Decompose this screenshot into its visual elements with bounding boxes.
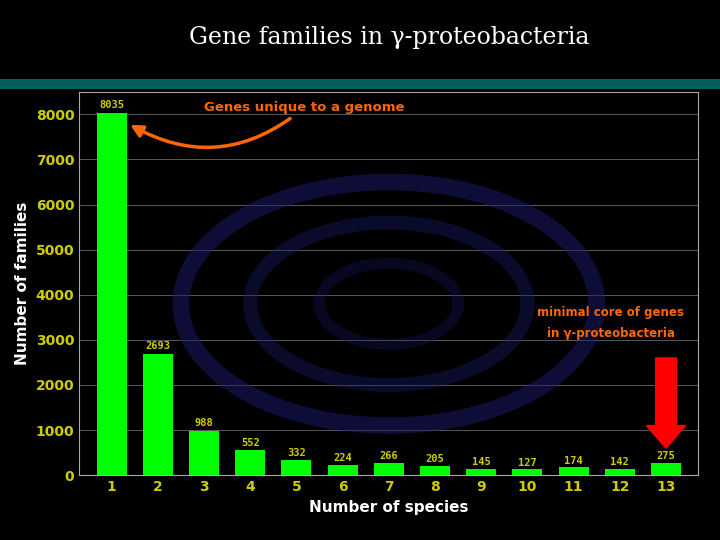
Bar: [513, 469, 542, 475]
Bar: [328, 465, 358, 475]
Text: Genes unique to a genome: Genes unique to a genome: [133, 101, 405, 147]
Text: in γ-proteobacteria: in γ-proteobacteria: [546, 327, 675, 340]
Text: 8035: 8035: [99, 100, 124, 110]
Text: 275: 275: [657, 451, 675, 461]
Text: 266: 266: [379, 451, 398, 461]
Text: minimal core of genes: minimal core of genes: [537, 306, 684, 319]
Text: 174: 174: [564, 456, 583, 465]
X-axis label: Number of species: Number of species: [309, 500, 469, 515]
Text: 145: 145: [472, 457, 490, 467]
Text: 142: 142: [611, 457, 629, 467]
FancyArrow shape: [647, 358, 685, 448]
Bar: [143, 354, 173, 475]
Bar: [420, 466, 450, 475]
Bar: [605, 469, 635, 475]
Bar: [235, 450, 265, 475]
Text: 552: 552: [240, 437, 259, 448]
Y-axis label: Number of families: Number of families: [15, 202, 30, 365]
Bar: [467, 469, 496, 475]
Text: 224: 224: [333, 453, 352, 463]
Text: 332: 332: [287, 448, 306, 458]
Bar: [96, 113, 127, 475]
Bar: [559, 467, 589, 475]
Text: Gene families in γ-proteobacteria: Gene families in γ-proteobacteria: [189, 25, 589, 49]
Text: 988: 988: [194, 418, 213, 428]
Bar: [651, 463, 681, 475]
Bar: [374, 463, 404, 475]
Bar: [189, 430, 219, 475]
Text: 2693: 2693: [145, 341, 170, 351]
Text: 205: 205: [426, 454, 444, 464]
Text: 127: 127: [518, 458, 537, 468]
Bar: [282, 460, 311, 475]
